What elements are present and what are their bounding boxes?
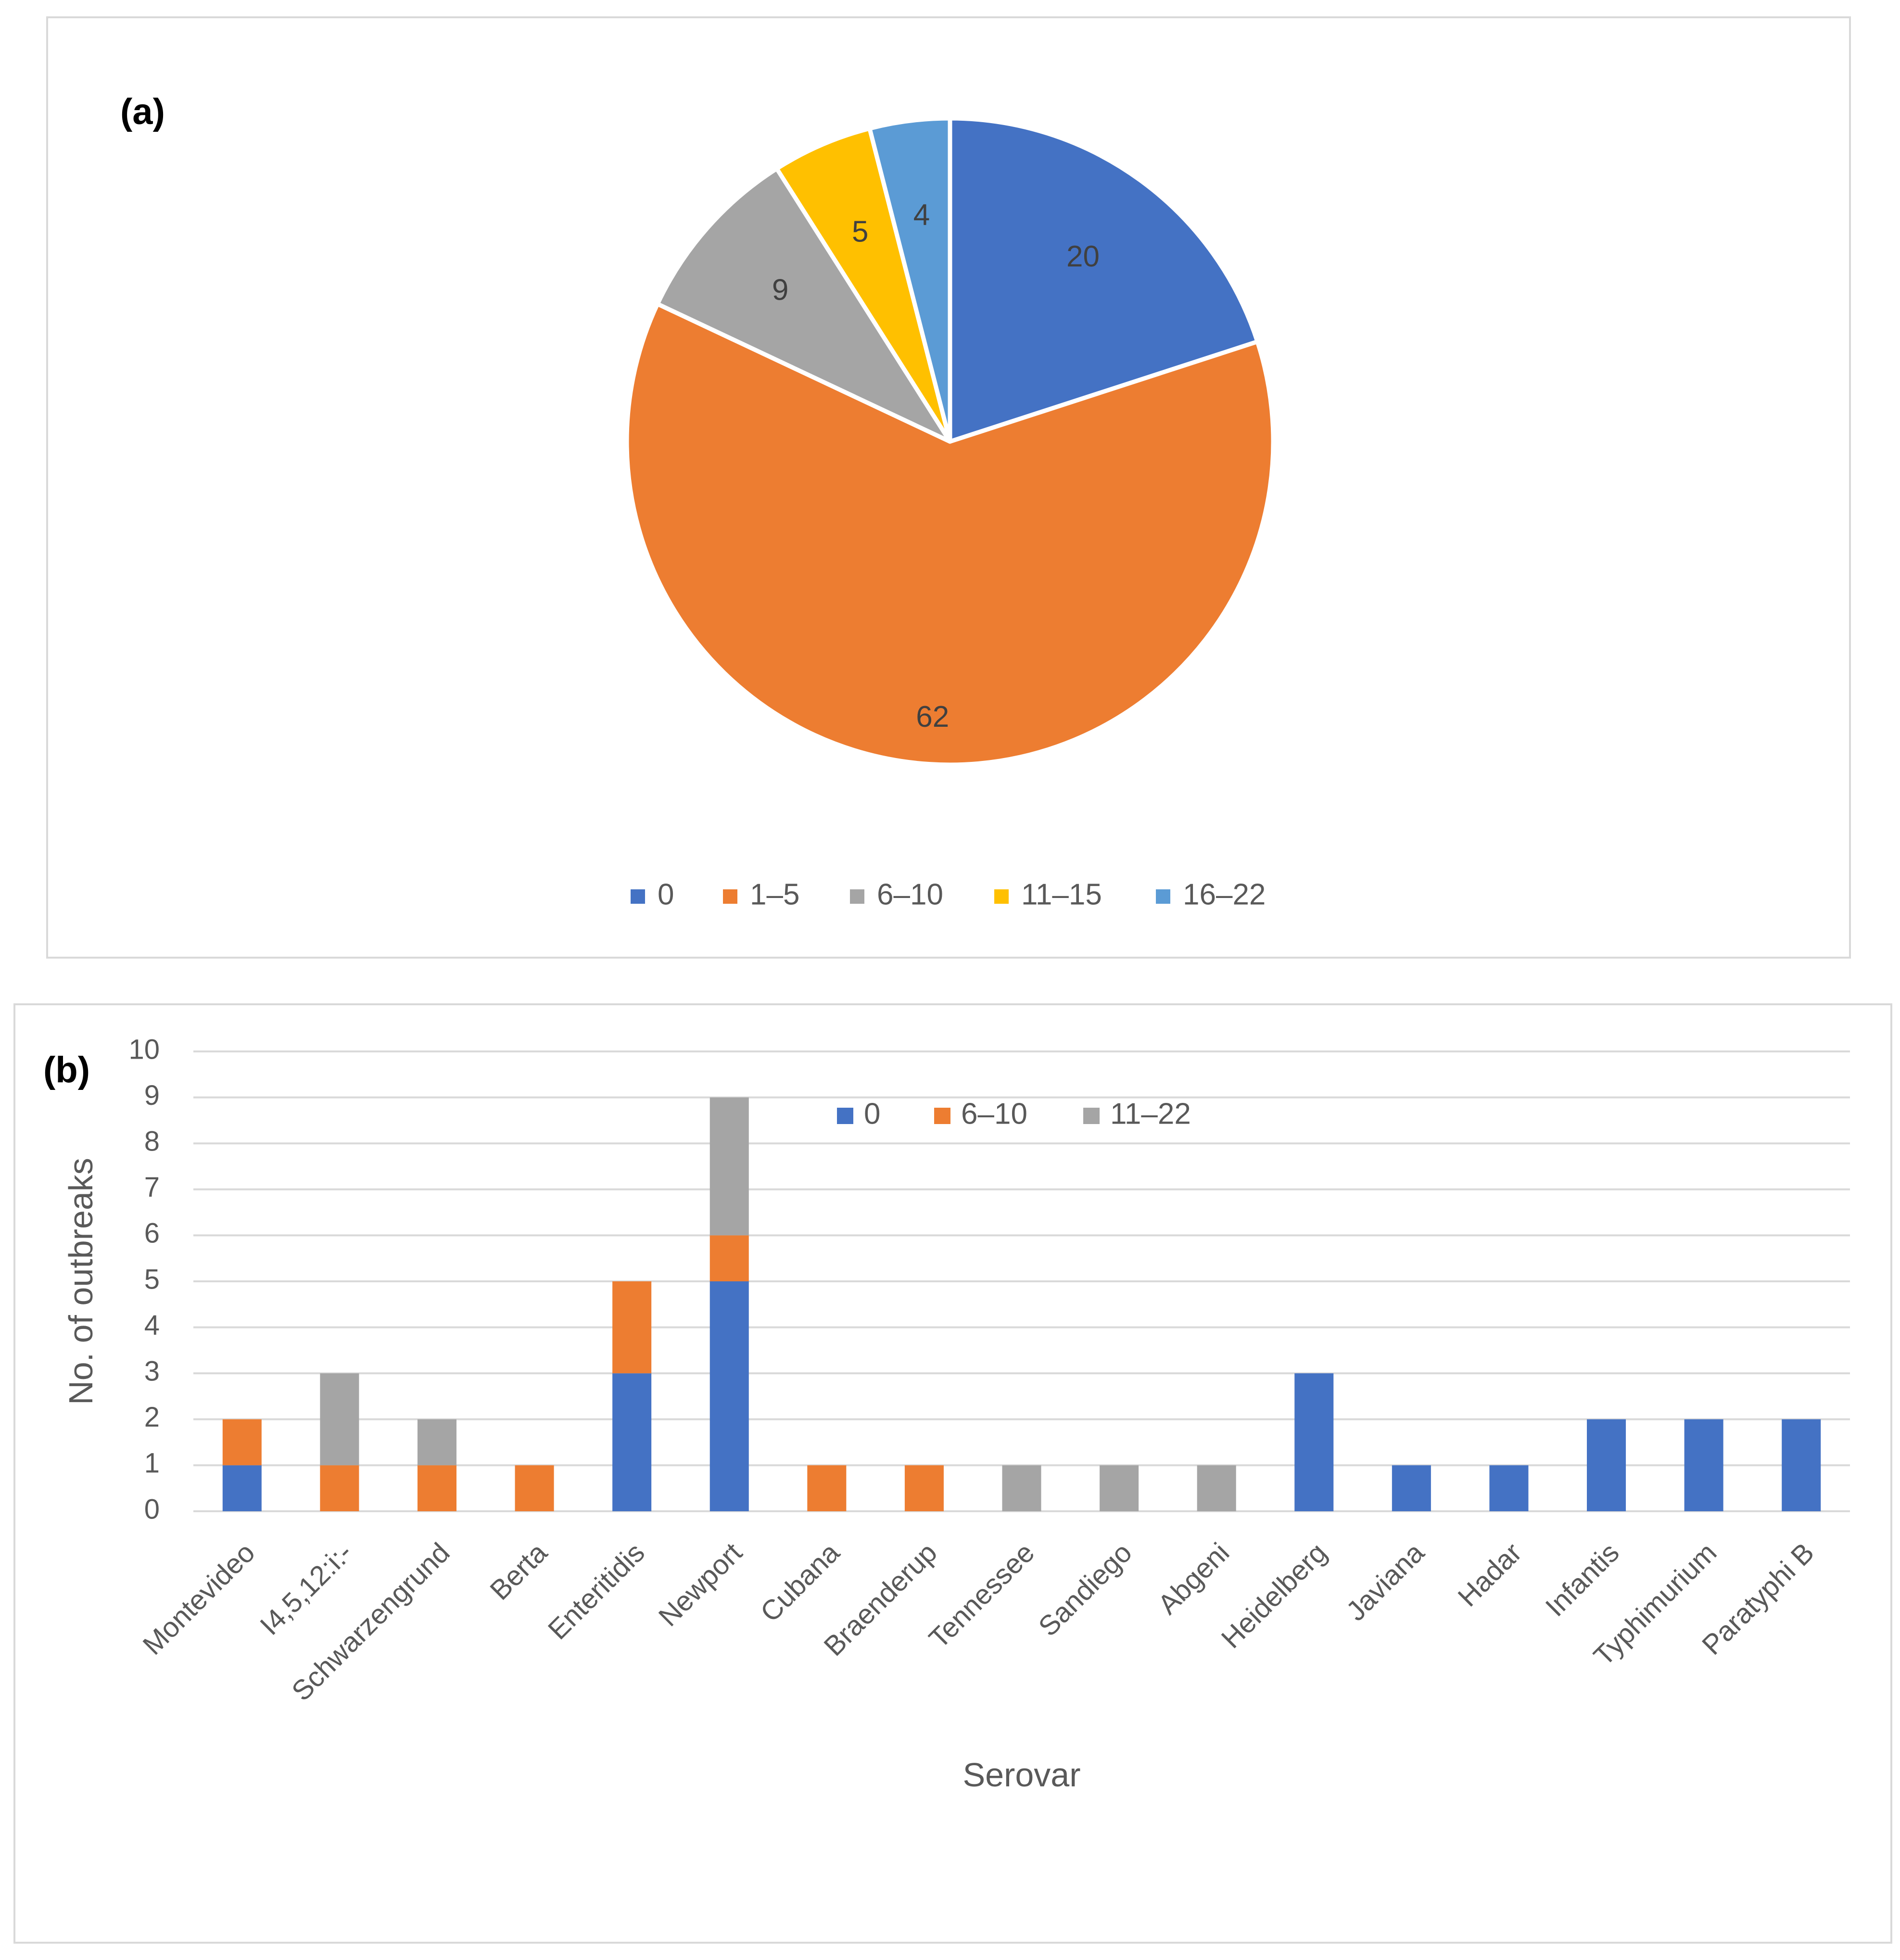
pie-legend-swatch-2	[850, 889, 864, 904]
pie-legend-swatch-4	[1156, 889, 1170, 904]
bar-legend-item-1: 6–10	[934, 1097, 1027, 1130]
pie-legend-label-2: 6–10	[877, 878, 943, 911]
bar-8-series-2	[1002, 1465, 1041, 1511]
x-tick-label-13: Hadar	[1452, 1537, 1528, 1613]
pie-legend-item-3: 11–15	[994, 878, 1102, 911]
y-tick-label-4: 4	[144, 1310, 160, 1341]
x-tick-label-4: Enteritidis	[542, 1537, 651, 1645]
bar-13-series-0	[1489, 1465, 1529, 1511]
pie-data-label-4: 4	[913, 199, 930, 232]
bar-11-series-0	[1294, 1373, 1334, 1511]
y-tick-label-5: 5	[144, 1264, 160, 1295]
pie-slice-1	[624, 302, 1276, 767]
x-tick-label-11: Heidelberg	[1216, 1537, 1333, 1654]
x-axis-title: Serovar	[963, 1756, 1080, 1794]
bar-legend-item-2: 11–22	[1083, 1097, 1191, 1130]
pie-legend-label-0: 0	[658, 878, 674, 911]
pie-legend-label-1: 1–5	[750, 878, 799, 911]
bar-panel-label: (b)	[43, 1050, 90, 1090]
y-tick-label-9: 9	[144, 1080, 160, 1111]
x-tick-label-3: Berta	[484, 1537, 554, 1606]
pie-legend-item-1: 1–5	[723, 878, 799, 911]
bar-legend-item-0: 0	[837, 1097, 880, 1130]
y-tick-label-10: 10	[128, 1034, 160, 1065]
bar-1-series-2	[320, 1373, 359, 1466]
bar-2-series-1	[417, 1465, 456, 1511]
pie-legend-swatch-3	[994, 889, 1009, 904]
pie-legend-label-4: 16–22	[1183, 878, 1266, 911]
pie-slice-2	[655, 166, 952, 444]
x-tick-label-1: I4,5,12:i:-	[254, 1537, 358, 1641]
bar-5-series-0	[709, 1281, 749, 1511]
pie-chart-panel: (a) 20 62 9 5 4 0 1–5 6–10 11–15 16–22	[46, 16, 1851, 959]
x-tick-label-14: Infantis	[1540, 1537, 1625, 1622]
pie-panel-label: (a)	[120, 91, 165, 132]
pie-slice-4	[867, 116, 952, 444]
pie-legend-item-0: 0	[631, 878, 674, 911]
bar-7-series-1	[904, 1465, 944, 1511]
y-tick-label-7: 7	[144, 1172, 160, 1203]
bar-5-series-1	[709, 1235, 749, 1281]
bar-2-series-2	[417, 1419, 456, 1466]
bar-16-series-0	[1782, 1419, 1821, 1511]
pie-data-label-1: 62	[916, 700, 949, 733]
y-tick-label-3: 3	[144, 1356, 160, 1387]
bar-15-series-0	[1684, 1419, 1723, 1511]
bar-legend-swatch-1	[934, 1108, 950, 1124]
x-tick-label-0: Montevideo	[137, 1537, 261, 1661]
bar-9-series-2	[1100, 1465, 1139, 1511]
bar-14-series-0	[1587, 1419, 1626, 1511]
pie-data-label-3: 5	[852, 215, 868, 249]
x-tick-label-5: Newport	[653, 1537, 748, 1632]
bar-legend-swatch-2	[1083, 1108, 1100, 1124]
bar-0-series-0	[222, 1465, 262, 1511]
bar-1-series-1	[320, 1465, 359, 1511]
y-tick-label-2: 2	[144, 1402, 160, 1433]
bar-4-series-0	[612, 1373, 652, 1511]
pie-data-label-0: 20	[1066, 240, 1100, 273]
bar-legend-swatch-0	[837, 1108, 853, 1124]
pie-legend-label-3: 11–15	[1021, 878, 1102, 911]
x-tick-label-6: Cubana	[754, 1537, 846, 1628]
pie-slice-3	[774, 126, 952, 444]
y-tick-label-8: 8	[144, 1126, 160, 1157]
y-axis-title: No. of outbreaks	[62, 1158, 100, 1405]
y-tick-label-1: 1	[144, 1448, 160, 1479]
pie-data-label-2: 9	[772, 273, 788, 306]
x-tick-label-8: Tennessee	[923, 1537, 1040, 1654]
bar-5-series-2	[709, 1097, 749, 1236]
pie-legend-swatch-0	[631, 889, 645, 904]
pie-legend-item-4: 16–22	[1156, 878, 1266, 911]
bar-4-series-1	[612, 1281, 652, 1374]
pie-legend-item-2: 6–10	[850, 878, 943, 911]
bar-6-series-1	[807, 1465, 847, 1511]
bar-3-series-1	[515, 1465, 554, 1511]
y-tick-label-6: 6	[144, 1218, 160, 1249]
pie-slice-0	[948, 116, 1260, 444]
x-tick-label-9: Sandiego	[1032, 1537, 1138, 1642]
pie-legend-swatch-1	[723, 889, 737, 904]
y-tick-label-0: 0	[144, 1493, 160, 1525]
bar-12-series-0	[1392, 1465, 1431, 1511]
x-tick-label-12: Javiana	[1340, 1537, 1431, 1627]
bar-chart-panel: (b) 0 1 2 3 4 5 6 7 8 9 10 Montevideo I4,5,12:i:- Sc…	[13, 1003, 1892, 1944]
bar-legend-label-2: 11–22	[1110, 1097, 1191, 1130]
bar-legend-label-0: 0	[864, 1097, 880, 1130]
bar-legend-label-1: 6–10	[961, 1097, 1027, 1130]
bar-10-series-2	[1197, 1465, 1236, 1511]
pie-chart: (a) 20 62 9 5 4 0 1–5 6–10 11–15 16–22	[120, 91, 1276, 911]
bar-0-series-1	[222, 1419, 262, 1466]
x-tick-label-10: Abgeni	[1152, 1537, 1236, 1620]
